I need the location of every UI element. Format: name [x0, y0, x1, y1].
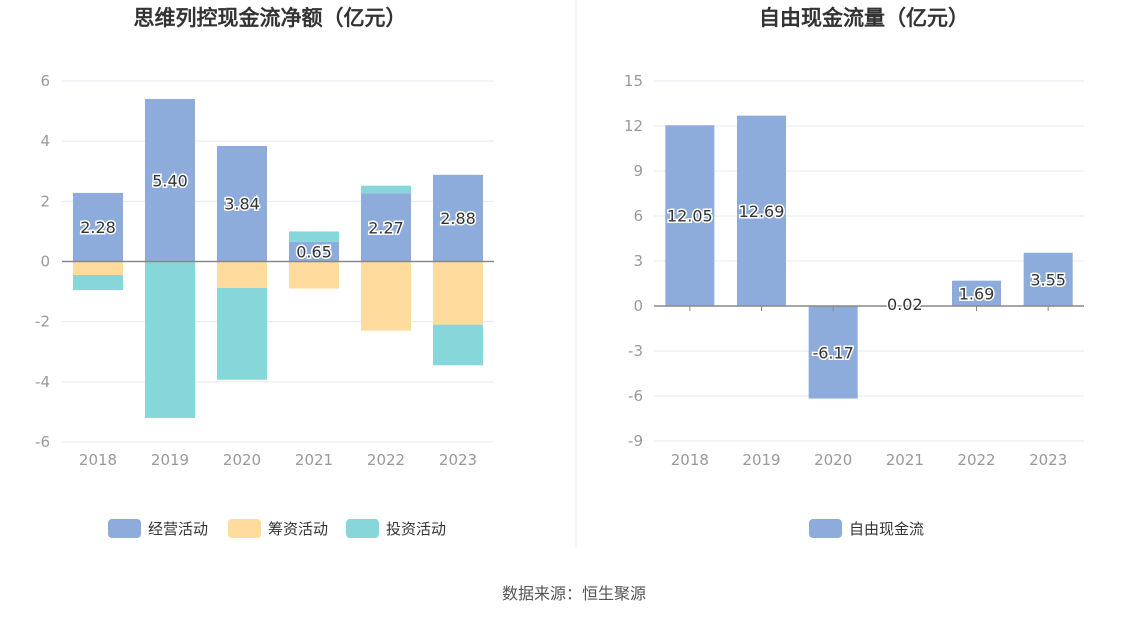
x-tick-label: 2018 [671, 451, 709, 469]
y-tick-label: 12 [624, 117, 643, 135]
bar-经营活动-2023 [433, 174, 483, 262]
bar-筹资活动-2020 [217, 261, 267, 288]
chart-title: 思维列控现金流净额（亿元） [134, 6, 407, 30]
data-label: 3.84 [224, 195, 260, 214]
data-label: 12.05 [667, 207, 713, 226]
bar-筹资活动-2023 [433, 261, 483, 325]
y-tick-label: 9 [633, 162, 643, 180]
bar-投资活动-2021 [289, 231, 339, 242]
bar-投资活动-2020 [217, 287, 267, 380]
bar-自由现金流-2019 [737, 115, 786, 307]
legend-swatch-经营活动 [108, 519, 141, 538]
data-label: 5.40 [152, 171, 188, 190]
bar-自由现金流-2023 [1023, 252, 1073, 306]
bar-自由现金流-2018 [665, 125, 715, 306]
x-tick-label: 2022 [957, 451, 995, 469]
x-tick-label: 2020 [223, 451, 261, 469]
y-tick-label: -6 [35, 433, 50, 451]
y-tick-label: -9 [628, 432, 643, 450]
data-label: 0.65 [296, 243, 332, 262]
bar-经营活动-2021 [289, 241, 339, 262]
x-tick-label: 2018 [79, 451, 117, 469]
data-label: -6.17 [812, 343, 853, 362]
y-tick-label: 0 [40, 253, 50, 271]
data-label: 0.02 [887, 295, 923, 314]
data-label: 12.69 [739, 202, 785, 221]
y-tick-label: 6 [633, 207, 643, 225]
legend-label: 自由现金流 [849, 520, 924, 538]
x-tick-label: 2019 [151, 451, 189, 469]
bar-筹资活动-2018 [73, 261, 123, 276]
data-label: 1.69 [959, 284, 995, 303]
bar-投资活动-2022 [361, 185, 411, 194]
legend-swatch-投资活动 [346, 519, 379, 538]
bar-投资活动-2019 [145, 261, 195, 418]
bar-投资活动-2018 [73, 275, 123, 291]
y-tick-label: 15 [624, 72, 643, 90]
y-tick-label: 6 [40, 72, 50, 90]
bar-经营活动-2020 [217, 145, 267, 262]
bar-自由现金流-2020 [808, 306, 858, 399]
legend-swatch-自由现金流 [809, 519, 842, 538]
data-label: 2.88 [440, 209, 476, 228]
y-tick-label: -2 [35, 313, 50, 331]
x-tick-label: 2022 [367, 451, 405, 469]
bar-经营活动-2019 [145, 99, 195, 262]
y-tick-label: 3 [633, 252, 643, 270]
y-tick-label: -4 [35, 373, 50, 391]
legend-label: 筹资活动 [268, 520, 328, 538]
data-label: 2.27 [368, 218, 404, 237]
x-tick-label: 2023 [439, 451, 477, 469]
x-tick-label: 2023 [1029, 451, 1067, 469]
bar-筹资活动-2022 [361, 261, 411, 331]
legend-label: 投资活动 [386, 520, 446, 538]
x-tick-label: 2020 [814, 451, 852, 469]
y-tick-label: -3 [628, 342, 643, 360]
x-tick-label: 2021 [886, 451, 924, 469]
y-tick-label: 4 [40, 132, 50, 150]
bar-经营活动-2018 [73, 192, 123, 262]
x-tick-label: 2021 [295, 451, 333, 469]
y-tick-label: -6 [628, 387, 643, 405]
data-label: 3.55 [1030, 270, 1066, 289]
x-tick-label: 2019 [742, 451, 780, 469]
chart-title: 自由现金流量（亿元） [759, 6, 969, 30]
legend-swatch-筹资活动 [228, 519, 261, 538]
bar-自由现金流-2022 [952, 280, 1001, 306]
legend-label: 经营活动 [148, 520, 208, 538]
y-tick-label: 2 [40, 192, 50, 210]
data-label: 2.28 [80, 218, 116, 237]
bar-经营活动-2022 [361, 193, 411, 262]
bar-投资活动-2023 [433, 324, 483, 366]
bar-筹资活动-2021 [289, 261, 339, 289]
source-note: 数据来源：恒生聚源 [501, 584, 646, 603]
y-tick-label: 0 [633, 297, 643, 315]
